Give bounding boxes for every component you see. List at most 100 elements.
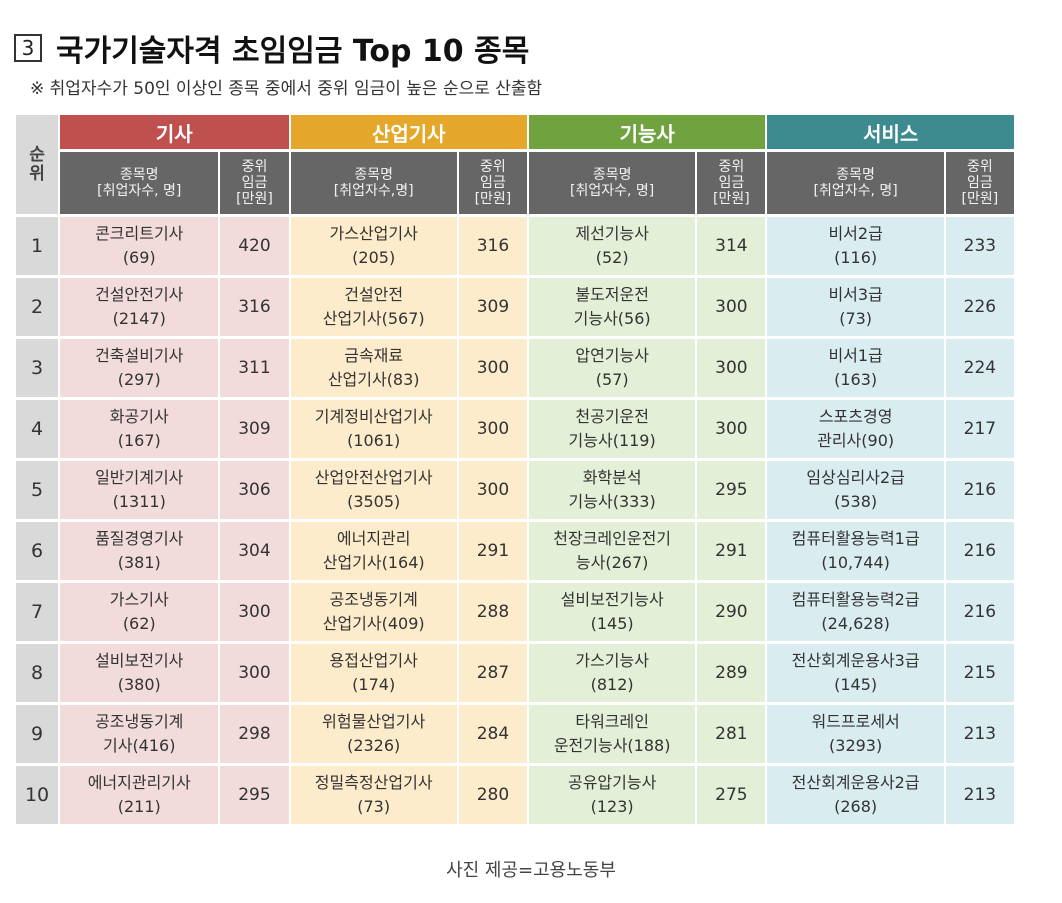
rank-cell: 4 xyxy=(16,400,59,458)
rank-cell: 10 xyxy=(16,766,59,824)
qualification-name-cell: 전산회계운용사3급 (145) xyxy=(767,644,944,702)
title-row: 3 국가기술자격 초임임금 Top 10 종목 xyxy=(14,28,530,69)
qualification-name-cell: 가스산업기사 (205) xyxy=(290,217,457,275)
qualification-name-cell: 화공기사 (167) xyxy=(60,400,219,458)
category-header: 기사 xyxy=(60,115,289,149)
name-column-header: 종목명 [취업자수, 명] xyxy=(528,152,696,214)
median-wage-cell: 316 xyxy=(220,278,289,336)
category-header: 산업기사 xyxy=(290,115,527,149)
median-wage-cell: 216 xyxy=(945,522,1014,580)
qualification-name-cell: 금속재료 산업기사(83) xyxy=(290,339,457,397)
category-header: 기능사 xyxy=(528,115,766,149)
median-wage-cell: 300 xyxy=(458,400,527,458)
median-wage-cell: 287 xyxy=(458,644,527,702)
median-wage-cell: 295 xyxy=(220,766,289,824)
rank-cell: 1 xyxy=(16,217,59,275)
median-wage-cell: 217 xyxy=(945,400,1014,458)
qualification-name-cell: 공조냉동기계 기사(416) xyxy=(60,705,219,763)
rank-cell: 9 xyxy=(16,705,59,763)
median-wage-cell: 306 xyxy=(220,461,289,519)
qualification-name-cell: 건설안전기사 (2147) xyxy=(60,278,219,336)
photo-caption: 사진 제공=고용노동부 xyxy=(446,860,616,881)
median-wage-cell: 420 xyxy=(220,217,289,275)
median-wage-cell: 280 xyxy=(458,766,527,824)
table-row: 4 화공기사 (167) 309 기계정비산업기사 (1061) 300 천공기운전 기능… xyxy=(16,400,1014,458)
qualification-name-cell: 전산회계운용사2급 (268) xyxy=(767,766,944,824)
rank-cell: 2 xyxy=(16,278,59,336)
qualification-name-cell: 화학분석 기능사(333) xyxy=(528,461,696,519)
qualification-name-cell: 설비보전기능사 (145) xyxy=(528,583,696,641)
median-wage-cell: 295 xyxy=(697,461,766,519)
median-wage-cell: 300 xyxy=(697,278,766,336)
median-wage-cell: 213 xyxy=(945,705,1014,763)
qualification-name-cell: 비서1급 (163) xyxy=(767,339,944,397)
qualification-name-cell: 컴퓨터활용능력2급 (24,628) xyxy=(767,583,944,641)
median-wage-cell: 304 xyxy=(220,522,289,580)
median-wage-cell: 300 xyxy=(220,583,289,641)
qualification-name-cell: 가스기사 (62) xyxy=(60,583,219,641)
qualification-name-cell: 설비보전기사 (380) xyxy=(60,644,219,702)
table-body: 1 콘크리트기사 (69) 420 가스산업기사 (205) 316 제선기능사 (52)… xyxy=(16,217,1014,824)
median-wage-cell: 300 xyxy=(697,400,766,458)
qualification-name-cell: 건축설비기사 (297) xyxy=(60,339,219,397)
pay-column-header: 중위 임금 [만원] xyxy=(945,152,1014,214)
median-wage-cell: 309 xyxy=(220,400,289,458)
qualification-name-cell: 위험물산업기사 (2326) xyxy=(290,705,457,763)
qualification-name-cell: 일반기계기사 (1311) xyxy=(60,461,219,519)
rank-header: 순 위 xyxy=(16,115,59,214)
rank-cell: 5 xyxy=(16,461,59,519)
qualification-name-cell: 컴퓨터활용능력1급 (10,744) xyxy=(767,522,944,580)
qualification-name-cell: 정밀측정산업기사 (73) xyxy=(290,766,457,824)
qualification-name-cell: 타워크레인 운전기능사(188) xyxy=(528,705,696,763)
median-wage-cell: 290 xyxy=(697,583,766,641)
median-wage-cell: 291 xyxy=(458,522,527,580)
qualification-name-cell: 용접산업기사 (174) xyxy=(290,644,457,702)
median-wage-cell: 288 xyxy=(458,583,527,641)
qualification-name-cell: 건설안전 산업기사(567) xyxy=(290,278,457,336)
pay-column-header: 중위 임금 [만원] xyxy=(458,152,527,214)
median-wage-cell: 284 xyxy=(458,705,527,763)
median-wage-cell: 298 xyxy=(220,705,289,763)
qualification-name-cell: 천공기운전 기능사(119) xyxy=(528,400,696,458)
median-wage-cell: 314 xyxy=(697,217,766,275)
qualification-name-cell: 공조냉동기계 산업기사(409) xyxy=(290,583,457,641)
median-wage-cell: 224 xyxy=(945,339,1014,397)
table-row: 7 가스기사 (62) 300 공조냉동기계 산업기사(409) 288 설비보전기능사 … xyxy=(16,583,1014,641)
table-row: 5 일반기계기사 (1311) 306 산업안전산업기사 (3505) 300 화학분석 … xyxy=(16,461,1014,519)
table-row: 10 에너지관리기사 (211) 295 정밀측정산업기사 (73) 280 공유압기능사… xyxy=(16,766,1014,824)
median-wage-cell: 300 xyxy=(458,339,527,397)
qualification-name-cell: 비서2급 (116) xyxy=(767,217,944,275)
pay-column-header: 중위 임금 [만원] xyxy=(697,152,766,214)
name-column-header: 종목명 [취업자수, 명] xyxy=(767,152,944,214)
qualification-name-cell: 가스기능사 (812) xyxy=(528,644,696,702)
table-row: 8 설비보전기사 (380) 300 용접산업기사 (174) 287 가스기능사 (81… xyxy=(16,644,1014,702)
median-wage-cell: 300 xyxy=(458,461,527,519)
category-header: 서비스 xyxy=(767,115,1014,149)
rank-cell: 3 xyxy=(16,339,59,397)
median-wage-cell: 281 xyxy=(697,705,766,763)
qualification-name-cell: 임상심리사2급 (538) xyxy=(767,461,944,519)
median-wage-cell: 213 xyxy=(945,766,1014,824)
name-column-header: 종목명 [취업자수, 명] xyxy=(60,152,219,214)
rank-cell: 7 xyxy=(16,583,59,641)
qualification-name-cell: 비서3급 (73) xyxy=(767,278,944,336)
median-wage-cell: 216 xyxy=(945,583,1014,641)
qualification-name-cell: 천장크레인운전기 능사(267) xyxy=(528,522,696,580)
page-title: 국가기술자격 초임임금 Top 10 종목 xyxy=(56,34,530,69)
median-wage-cell: 233 xyxy=(945,217,1014,275)
median-wage-cell: 291 xyxy=(697,522,766,580)
table-row: 6 품질경영기사 (381) 304 에너지관리 산업기사(164) 291 천장크레인운… xyxy=(16,522,1014,580)
qualification-name-cell: 기계정비산업기사 (1061) xyxy=(290,400,457,458)
median-wage-cell: 215 xyxy=(945,644,1014,702)
median-wage-cell: 226 xyxy=(945,278,1014,336)
qualification-name-cell: 제선기능사 (52) xyxy=(528,217,696,275)
median-wage-cell: 216 xyxy=(945,461,1014,519)
qualification-name-cell: 산업안전산업기사 (3505) xyxy=(290,461,457,519)
qualification-name-cell: 압연기능사 (57) xyxy=(528,339,696,397)
qualification-name-cell: 스포츠경영 관리사(90) xyxy=(767,400,944,458)
table-row: 2 건설안전기사 (2147) 316 건설안전 산업기사(567) 309 불도저운전 … xyxy=(16,278,1014,336)
median-wage-cell: 289 xyxy=(697,644,766,702)
pay-column-header: 중위 임금 [만원] xyxy=(220,152,289,214)
qualification-name-cell: 불도저운전 기능사(56) xyxy=(528,278,696,336)
qualification-name-cell: 에너지관리 산업기사(164) xyxy=(290,522,457,580)
